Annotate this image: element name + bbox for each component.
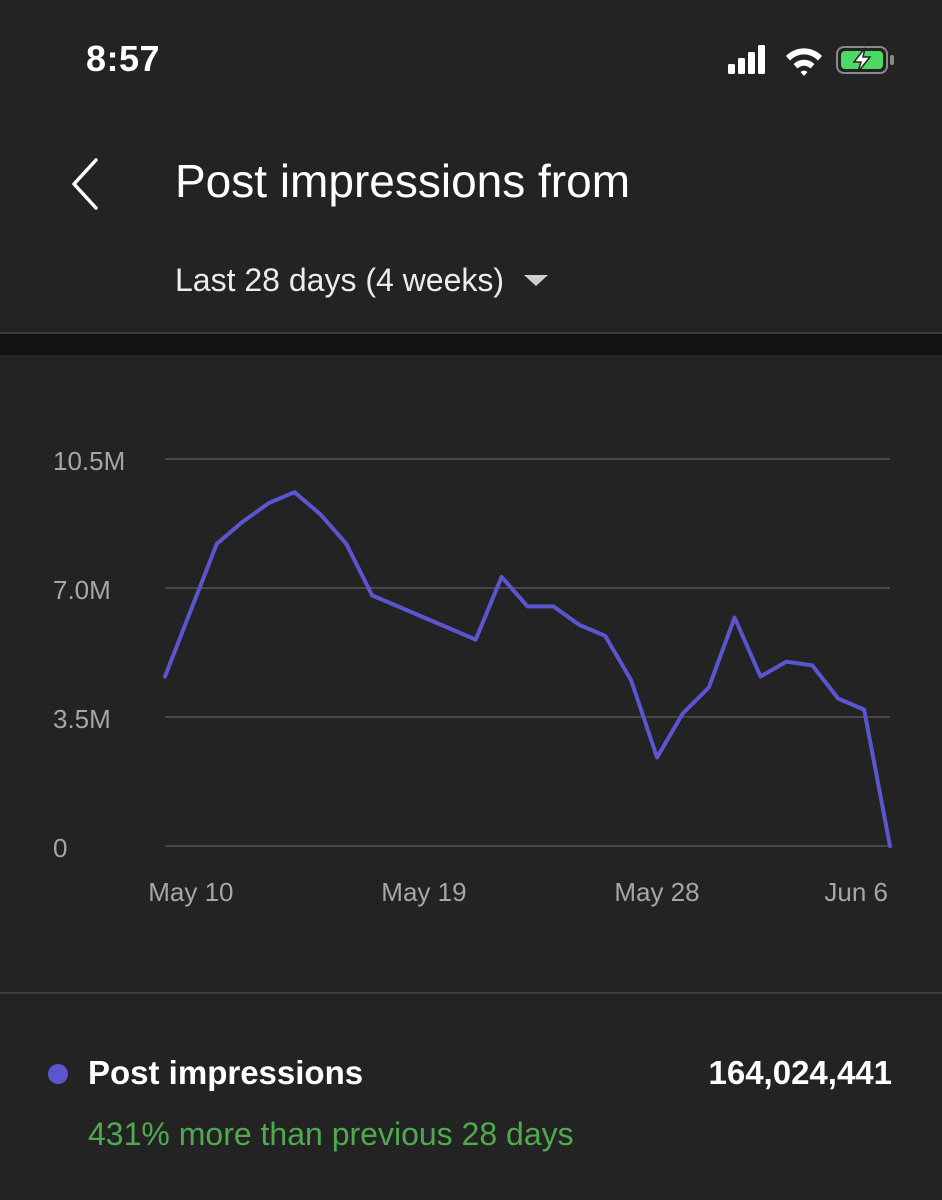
y-tick-label: 7.0M — [53, 575, 111, 605]
summary-panel: Post impressions 164,024,441 431% more t… — [0, 994, 942, 1200]
section-band — [0, 334, 942, 355]
period-dropdown[interactable]: Last 28 days (4 weeks) — [175, 260, 549, 300]
impressions-line-chart: 0 3.5M 7.0M 10.5M May 10 May 19 May 28 Jun 6 — [53, 446, 892, 907]
metric-change: 431% more than previous 28 days — [88, 1116, 574, 1152]
metric-value: 164,024,441 — [708, 1054, 892, 1091]
legend-dot — [48, 1064, 68, 1084]
chart-area: 0 3.5M 7.0M 10.5M May 10 May 19 May 28 Jun 6 — [0, 355, 942, 992]
y-tick-label: 0 — [53, 833, 67, 863]
y-tick-label: 10.5M — [53, 446, 125, 476]
wifi-icon — [786, 48, 822, 76]
caret-down-icon — [524, 274, 549, 286]
status-icons — [728, 44, 898, 85]
cellular-signal-icon — [728, 45, 765, 74]
period-label: Last 28 days (4 weeks) — [175, 261, 505, 298]
x-tick-label: May 28 — [614, 877, 699, 907]
series-line — [163, 490, 892, 848]
x-tick-label: May 10 — [148, 877, 233, 907]
page-title: Post impressions from — [175, 155, 631, 207]
status-time: 8:57 — [86, 38, 161, 79]
back-button[interactable] — [62, 156, 112, 216]
y-tick-label: 3.5M — [53, 704, 111, 734]
x-tick-label: Jun 6 — [824, 877, 888, 907]
status-bar: 8:57 — [0, 0, 942, 110]
summary-divider — [0, 992, 942, 994]
header-divider — [0, 332, 942, 334]
battery-charging-icon — [836, 46, 894, 74]
metric-label: Post impressions — [88, 1054, 364, 1091]
chevron-left-icon — [72, 158, 98, 210]
header: Post impressions from Last 28 days (4 we… — [0, 110, 942, 334]
x-tick-label: May 19 — [381, 877, 466, 907]
